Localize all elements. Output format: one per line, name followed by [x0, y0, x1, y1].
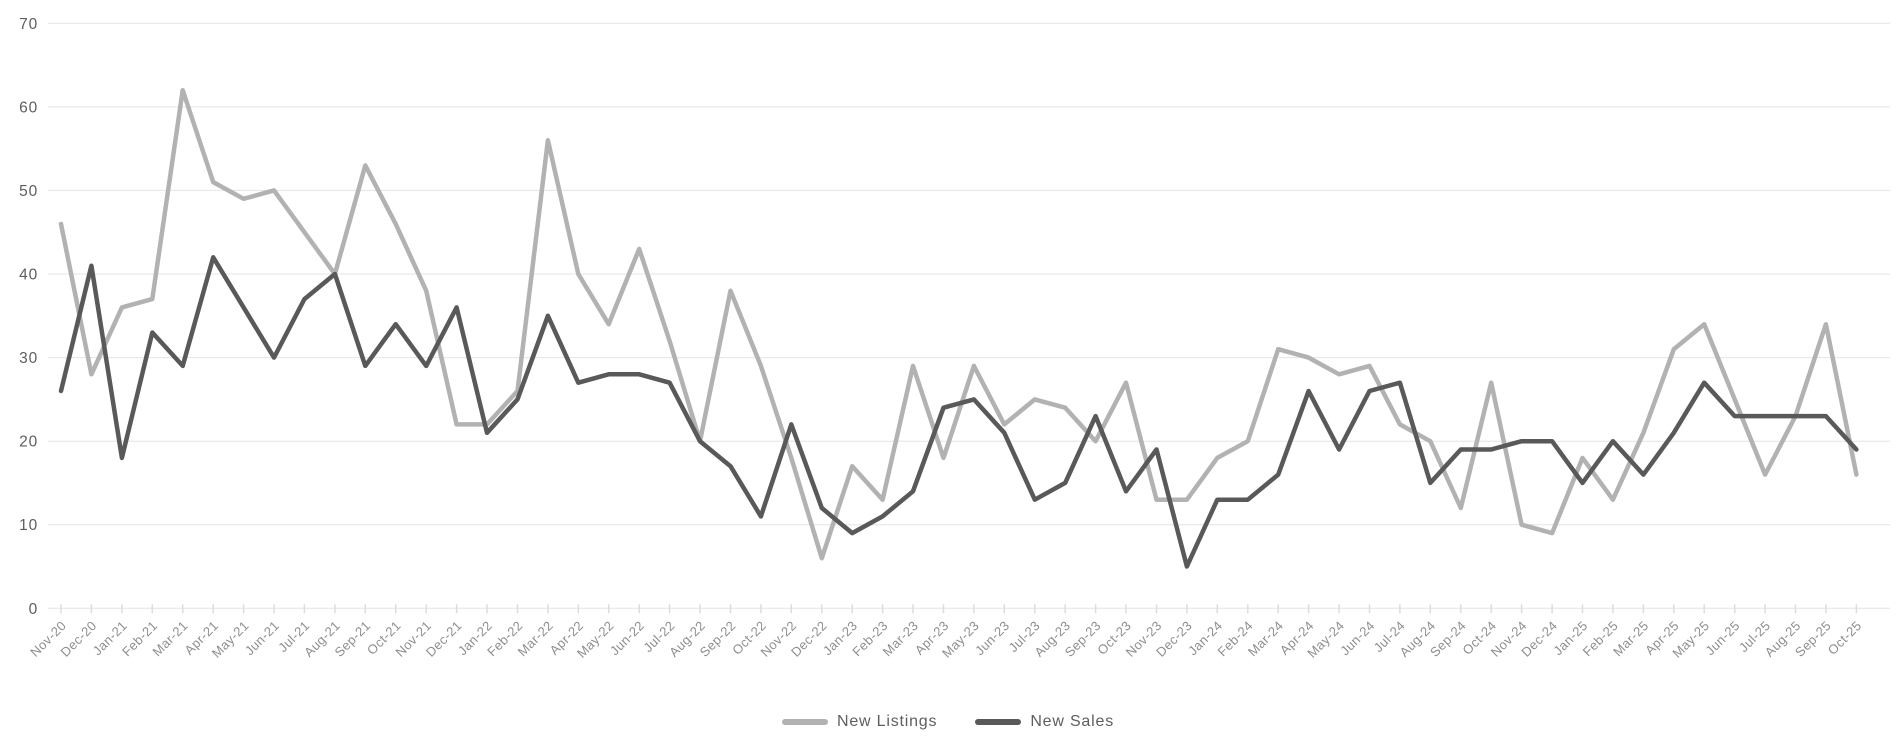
x-axis-label: Jun-25	[1702, 618, 1742, 658]
legend-label-new-listings: New Listings	[837, 713, 938, 730]
y-axis-label: 60	[19, 99, 38, 116]
x-axis-label: Oct-25	[1825, 618, 1865, 658]
y-axis-label: 50	[19, 183, 38, 200]
chart-legend: New Listings New Sales	[0, 713, 1896, 731]
series-line-new-sales	[58, 255, 1859, 569]
legend-item-new-listings[interactable]: New Listings	[782, 713, 937, 731]
legend-swatch-new-listings-icon	[782, 719, 828, 725]
y-axis-label: 0	[29, 601, 38, 618]
x-axis-label: Jun-24	[1337, 618, 1377, 658]
legend-item-new-sales[interactable]: New Sales	[975, 713, 1114, 731]
y-axis-label: 70	[19, 16, 38, 33]
legend-label-new-sales: New Sales	[1030, 713, 1114, 730]
legend-swatch-new-sales-icon	[975, 719, 1022, 725]
y-axis-label: 20	[19, 434, 38, 451]
y-axis-label: 30	[19, 350, 38, 367]
y-axis-label: 10	[19, 517, 38, 534]
x-axis-label: Jun-22	[607, 618, 647, 658]
x-axis-label: Jun-23	[972, 618, 1012, 658]
series-line-new-listings	[58, 87, 1859, 561]
x-axis-label: Jun-21	[242, 618, 282, 658]
y-axis-label: 40	[19, 267, 38, 284]
